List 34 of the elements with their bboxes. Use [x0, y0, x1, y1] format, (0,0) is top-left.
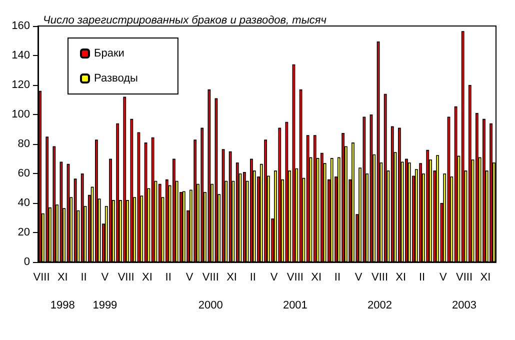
x-tick-label: XI — [480, 272, 491, 284]
y-tick-label: 100 — [12, 108, 30, 120]
category-label: V 1999 — [92, 272, 118, 312]
x-tick-label: V — [270, 272, 278, 284]
category-label: VIII 2001 — [282, 272, 308, 312]
x-tick-label: V — [186, 272, 194, 284]
chart-title: Число зарегистрированных браков и разводов, тысяч — [43, 14, 327, 26]
category-label: VIII 2002 — [367, 272, 392, 312]
y-tick-label: 20 — [18, 226, 30, 238]
x-tick-label: II — [250, 272, 256, 284]
y-tick-label: 60 — [18, 168, 30, 180]
x-tick-label: II — [80, 272, 87, 284]
legend-label: Браки — [94, 48, 124, 60]
y-tick-label: 120 — [12, 79, 30, 91]
x-tick-label: XI — [142, 272, 152, 284]
x-tick-label: VIII — [33, 272, 50, 284]
x-tick-label: II — [334, 272, 341, 284]
x-tick-label: XI — [396, 272, 406, 284]
y-tick-label: 140 — [12, 50, 30, 62]
y-tick-label: 160 — [12, 20, 30, 32]
x-tick-label: V — [354, 272, 363, 284]
category-label: VIII 2003 — [452, 272, 477, 312]
x-tick-label: XI — [226, 272, 237, 284]
y-tick-label: 0 — [24, 256, 30, 268]
category-label: XI 1998 — [50, 272, 75, 312]
category-label: VIII 2000 — [198, 272, 223, 312]
x-tick-label: XI — [311, 272, 322, 284]
x-tick-label: II — [165, 272, 172, 284]
y-tick-label: 40 — [18, 197, 30, 209]
x-tick-label: V — [439, 272, 448, 284]
x-tick-label: VIII — [118, 272, 134, 284]
x-tick-label: II — [418, 272, 426, 284]
y-tick-label: 80 — [18, 138, 30, 150]
legend-label: Разводы — [94, 72, 138, 84]
